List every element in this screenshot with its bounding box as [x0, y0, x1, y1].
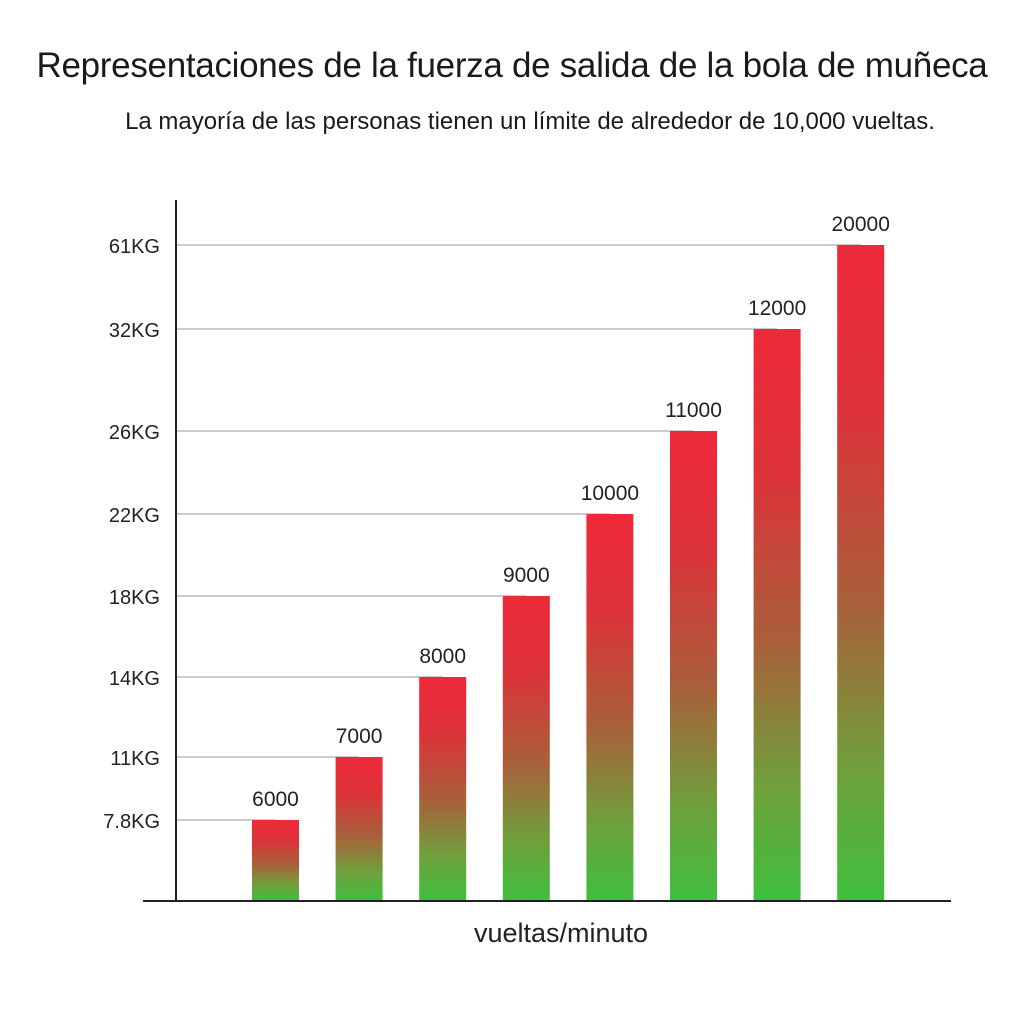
bar — [335, 757, 383, 901]
bar-category-label: 7000 — [336, 725, 383, 748]
x-axis-label: vueltas/minuto — [474, 918, 648, 948]
bar-category-label: 6000 — [252, 788, 299, 811]
chart-title: Representaciones de la fuerza de salida … — [36, 46, 988, 85]
bar — [670, 431, 717, 901]
bar — [586, 514, 634, 901]
y-tick-label: 11KG — [110, 748, 160, 770]
chart-subtitle: La mayoría de las personas tienen un lím… — [125, 108, 935, 135]
bar-category-label: 20000 — [831, 213, 889, 236]
bar-category-label: 8000 — [419, 645, 466, 668]
bar — [419, 677, 467, 901]
bar-category-label: 11000 — [665, 399, 722, 422]
labels: 7.8KG 6000 11KG 7000 14KG 8000 18KG 9000 22KG 100… — [103, 213, 890, 833]
bar-category-label: 12000 — [748, 297, 806, 320]
y-tick-label: 22KG — [109, 505, 160, 527]
bar — [753, 329, 801, 901]
y-tick-label: 61KG — [109, 236, 160, 258]
y-tick-label: 7.8KG — [103, 811, 160, 833]
y-tick-label: 14KG — [109, 668, 160, 690]
bars — [252, 245, 885, 901]
bar — [252, 820, 299, 901]
bar — [502, 596, 550, 901]
axes — [143, 200, 951, 902]
bar — [837, 245, 885, 901]
bar-category-label: 10000 — [581, 482, 639, 505]
y-tick-label: 32KG — [109, 320, 160, 342]
y-tick-label: 26KG — [109, 422, 160, 444]
gridlines — [176, 244, 861, 821]
bar-category-label: 9000 — [503, 564, 550, 587]
y-tick-label: 18KG — [109, 587, 160, 609]
